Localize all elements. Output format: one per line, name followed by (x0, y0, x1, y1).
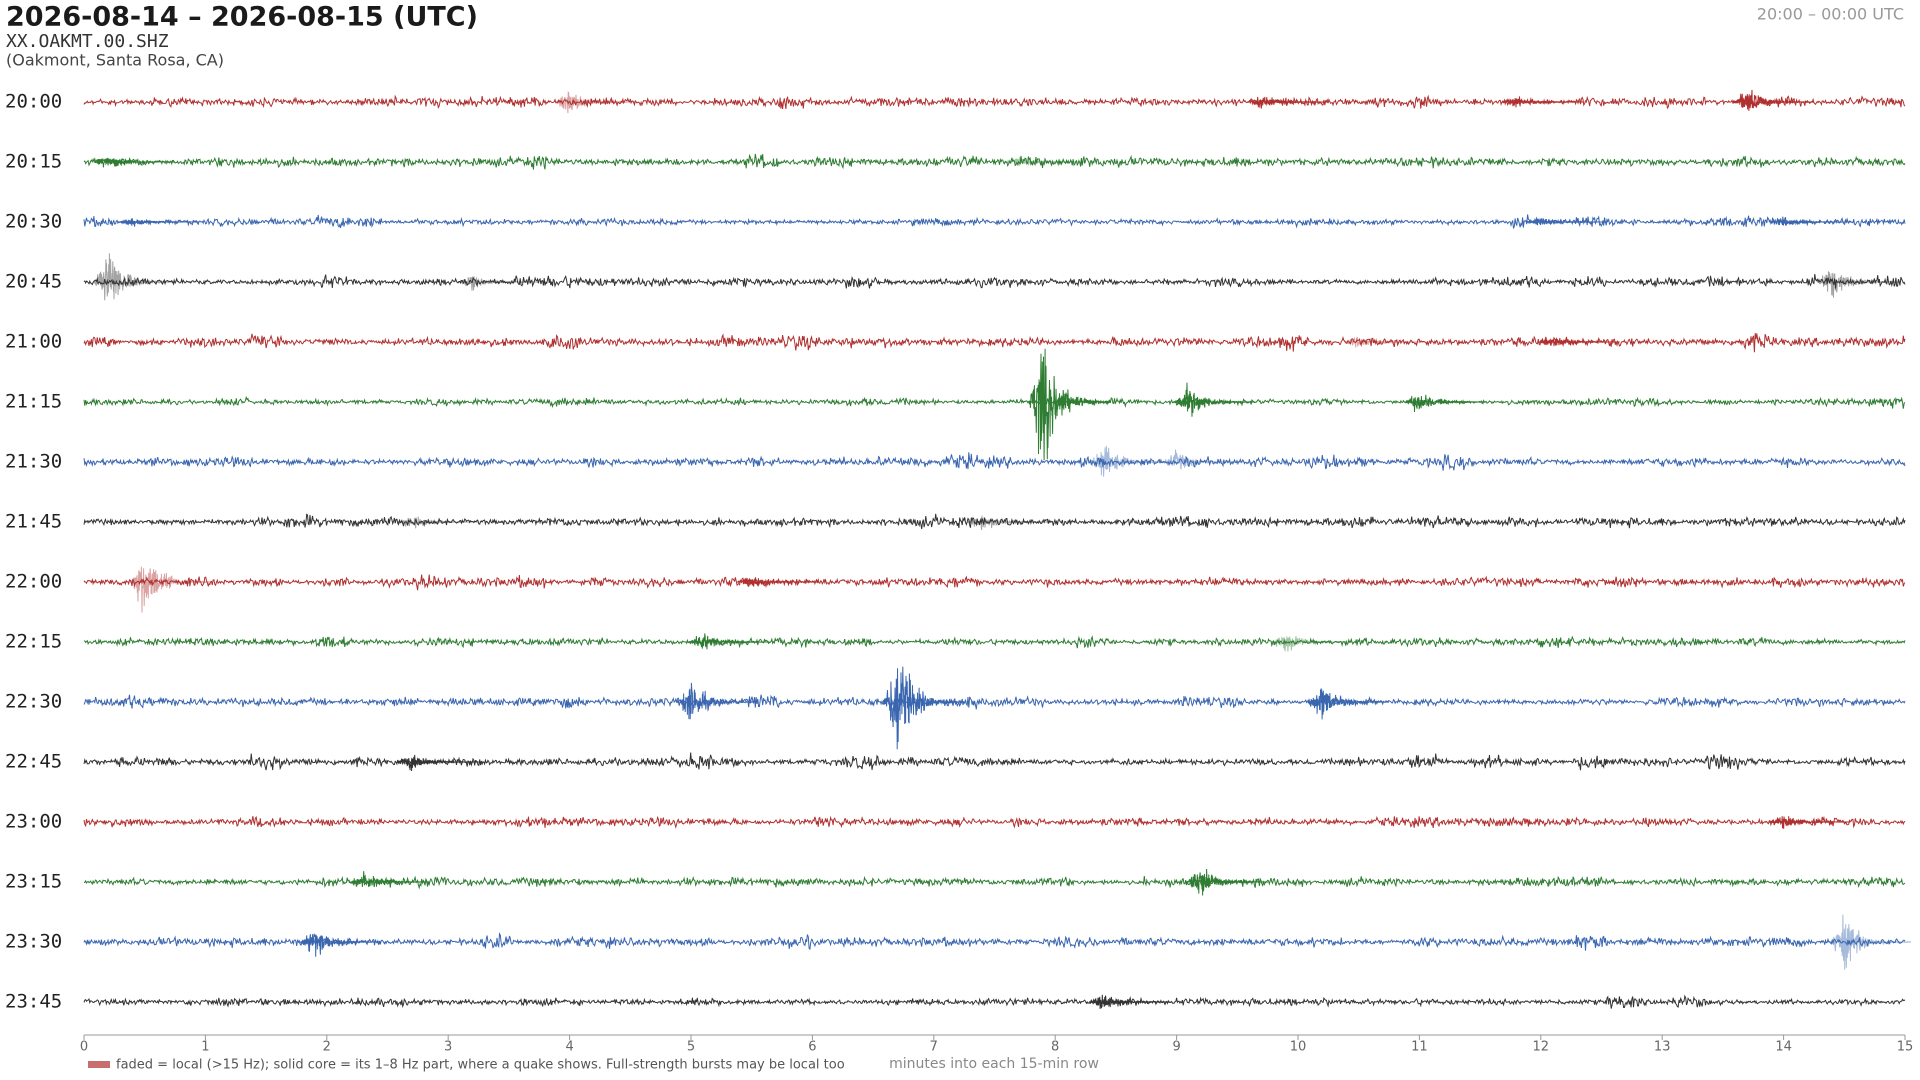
event-burst (1028, 348, 1111, 461)
trace (83, 694, 1906, 710)
event-burst (299, 933, 382, 957)
event-burst (882, 666, 965, 750)
row-label: 20:15 (5, 151, 62, 173)
event-burst (1344, 336, 1426, 348)
row-label: 23:00 (5, 811, 62, 833)
x-tick-label: 9 (1172, 1040, 1180, 1055)
row-label: 22:00 (5, 571, 62, 593)
event-burst (554, 91, 637, 114)
trace (83, 214, 1906, 229)
event-burst (457, 276, 540, 291)
trace (83, 94, 1906, 110)
event-burst (1502, 96, 1584, 108)
trace (83, 574, 1906, 591)
event-burst (676, 682, 758, 720)
event-burst (1307, 688, 1390, 720)
event-burst (1186, 868, 1268, 896)
event-burst (397, 516, 479, 529)
x-tick-label: 1 (201, 1040, 209, 1055)
event-burst (397, 754, 479, 772)
event-burst (1088, 445, 1171, 477)
event-burst (1089, 994, 1171, 1009)
x-axis-label: minutes into each 15-min row (889, 1056, 1099, 1072)
event-burst (736, 577, 819, 587)
row-label: 21:15 (5, 391, 62, 413)
x-tick-label: 10 (1290, 1040, 1307, 1055)
legend-note: faded = local (>15 Hz); solid core = its… (116, 1058, 845, 1073)
row-label: 21:30 (5, 451, 62, 473)
x-tick-label: 13 (1654, 1040, 1671, 1055)
x-tick-label: 8 (1051, 1040, 1059, 1055)
x-tick-label: 6 (808, 1040, 816, 1055)
row-label: 22:45 (5, 751, 62, 773)
row-label: 20:30 (5, 211, 62, 233)
trace (83, 513, 1906, 530)
row-label: 22:15 (5, 631, 62, 653)
trace (83, 333, 1906, 353)
event-burst (93, 157, 176, 168)
row-label: 21:00 (5, 331, 62, 353)
x-tick-label: 14 (1775, 1040, 1792, 1055)
row-label: 23:45 (5, 991, 62, 1013)
event-burst (1004, 157, 1086, 166)
chart-title: 2026-08-14 – 2026-08-15 (UTC) (6, 2, 478, 33)
x-tick-label: 11 (1411, 1040, 1428, 1055)
event-burst (1538, 337, 1620, 347)
event-burst (1817, 271, 1899, 298)
x-tick-label: 3 (444, 1040, 452, 1055)
x-tick-label: 7 (930, 1040, 938, 1055)
trace (83, 452, 1906, 471)
trace (83, 932, 1906, 951)
x-tick-label: 0 (80, 1040, 88, 1055)
legend-swatch (88, 1061, 110, 1068)
row-label: 23:15 (5, 871, 62, 893)
event-burst (1526, 218, 1608, 226)
event-burst (688, 633, 771, 650)
event-burst (1161, 449, 1244, 470)
event-burst (967, 515, 1050, 531)
event-burst (1732, 89, 1815, 111)
event-burst (1404, 394, 1487, 413)
event-burst (93, 253, 176, 301)
row-label: 22:30 (5, 691, 62, 713)
row-label: 20:00 (5, 91, 62, 113)
trace (83, 994, 1906, 1009)
location: (Oakmont, Santa Rosa, CA) (6, 51, 224, 70)
x-tick-label: 5 (687, 1040, 695, 1055)
trace (83, 153, 1906, 170)
event-burst (129, 566, 212, 613)
event-burst (1829, 914, 1912, 970)
time-range: 20:00 – 00:00 UTC (1757, 5, 1904, 24)
x-tick-label: 4 (565, 1040, 573, 1055)
event-burst (1271, 635, 1353, 652)
row-label: 23:30 (5, 931, 62, 953)
event-burst (348, 871, 431, 888)
station-id: XX.OAKMT.00.SHZ (6, 31, 169, 52)
event-burst (1173, 382, 1256, 417)
event-burst (118, 218, 200, 227)
event-burst (1768, 816, 1851, 829)
trace (83, 274, 1906, 289)
trace (83, 752, 1906, 771)
x-tick-label: 12 (1533, 1040, 1550, 1055)
trace (83, 395, 1906, 409)
trace (83, 875, 1906, 890)
event-burst (1769, 216, 1851, 226)
x-tick-label: 2 (323, 1040, 331, 1055)
x-tick-label: 15 (1897, 1040, 1914, 1055)
trace (83, 635, 1906, 649)
row-label: 21:45 (5, 511, 62, 533)
trace (83, 815, 1906, 829)
event-burst (1246, 96, 1329, 109)
row-label: 20:45 (5, 271, 62, 293)
